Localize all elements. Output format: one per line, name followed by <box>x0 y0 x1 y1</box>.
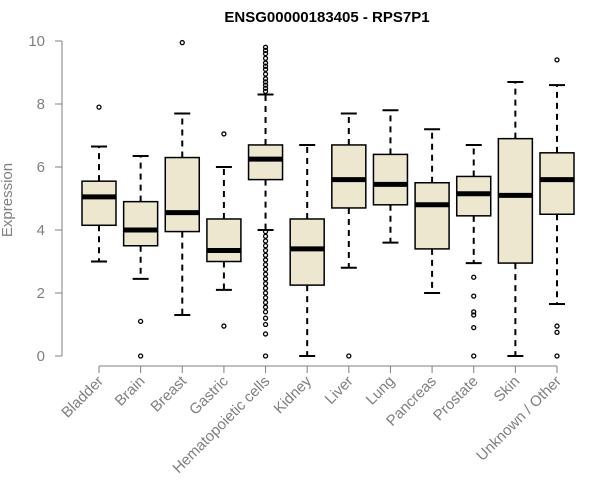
outlier-point <box>262 353 269 359</box>
outlier-point <box>262 280 269 287</box>
iqr-box <box>206 218 242 263</box>
outlier-point <box>262 271 269 277</box>
outlier-point <box>262 290 269 296</box>
x-category-label: Skin <box>491 373 524 406</box>
boxes-group <box>81 39 575 359</box>
outlier-point <box>262 257 269 263</box>
outlier-point <box>262 299 269 306</box>
y-tick-label: 0 <box>37 348 45 365</box>
outlier-point <box>471 324 477 331</box>
y-tick-label: 10 <box>28 33 45 50</box>
iqr-box <box>81 180 117 227</box>
outlier-point <box>262 50 269 57</box>
y-axis-ticks: 0 2 4 6 8 10 <box>28 33 62 365</box>
outlier-point <box>262 60 269 66</box>
box-skin <box>497 80 534 357</box>
x-category-label: Liver <box>322 373 357 408</box>
iqr-box <box>372 153 409 206</box>
iqr-box <box>331 144 367 209</box>
outlier-point <box>137 318 144 325</box>
outlier-point <box>554 353 560 359</box>
outlier-point <box>262 88 269 95</box>
outlier-point <box>471 274 477 280</box>
box-prostate <box>455 143 492 359</box>
outlier-point <box>262 238 269 244</box>
box-unknown-other <box>539 57 575 359</box>
outlier-point <box>262 79 269 85</box>
outlier-point <box>262 66 269 72</box>
iqr-box <box>289 218 325 286</box>
x-category-label: Breast <box>147 372 190 415</box>
outlier-point <box>262 47 269 54</box>
outlier-point <box>262 71 269 77</box>
y-tick-label: 2 <box>37 285 45 302</box>
outlier-point <box>137 353 144 359</box>
outlier-point <box>471 293 477 299</box>
iqr-box <box>247 144 284 181</box>
x-category-label: Lung <box>363 373 399 409</box>
outlier-point <box>554 57 560 63</box>
outlier-point <box>471 353 477 359</box>
outlier-point <box>262 285 269 291</box>
outlier-point <box>262 331 269 337</box>
outlier-point <box>262 44 269 50</box>
iqr-box <box>414 182 450 250</box>
box-breast <box>164 39 201 317</box>
iqr-box <box>497 137 534 264</box>
outlier-point <box>179 39 185 46</box>
outlier-point <box>262 309 269 315</box>
box-liver <box>331 112 367 359</box>
outlier-point <box>262 228 269 235</box>
y-tick-label: 6 <box>37 159 45 176</box>
y-tick-label: 4 <box>37 222 45 239</box>
outlier-point <box>262 261 269 268</box>
box-brain <box>122 154 159 359</box>
outlier-point <box>96 104 102 110</box>
box-hematopoietic-cells <box>247 44 284 359</box>
box-pancreas <box>414 128 450 294</box>
chart-title: ENSG00000183405 - RPS7P1 <box>224 9 429 26</box>
x-category-label: Prostate <box>430 373 482 425</box>
x-category-label: Brain <box>112 373 149 410</box>
y-tick-label: 8 <box>37 96 45 113</box>
outlier-point <box>554 323 560 329</box>
y-axis-label: Expression <box>0 163 16 237</box>
iqr-box <box>122 200 159 247</box>
outlier-point <box>262 315 269 321</box>
outlier-point <box>471 312 477 318</box>
outlier-point <box>221 323 227 329</box>
iqr-box <box>164 156 201 233</box>
x-category-label: Kidney <box>271 372 316 417</box>
outlier-point <box>262 85 269 91</box>
outlier-point <box>554 329 560 336</box>
outlier-point <box>262 321 269 328</box>
iqr-box <box>539 152 575 215</box>
box-lung <box>372 109 409 244</box>
outlier-point <box>346 353 352 359</box>
outlier-point <box>262 295 269 301</box>
outlier-point <box>262 247 269 254</box>
outlier-point <box>262 252 269 258</box>
outlier-point <box>262 233 269 239</box>
box-gastric <box>206 131 242 329</box>
outlier-point <box>262 76 269 82</box>
outlier-point <box>262 63 269 69</box>
outlier-point <box>262 276 269 282</box>
x-category-label: Bladder <box>58 373 107 422</box>
outlier-point <box>262 55 269 61</box>
outlier-point <box>262 82 269 88</box>
outlier-point <box>471 309 477 315</box>
outlier-point <box>221 131 227 137</box>
outlier-point <box>262 266 269 273</box>
box-kidney <box>289 143 325 357</box>
box-bladder <box>81 104 117 263</box>
outlier-point <box>262 304 269 310</box>
outlier-point <box>262 243 269 249</box>
